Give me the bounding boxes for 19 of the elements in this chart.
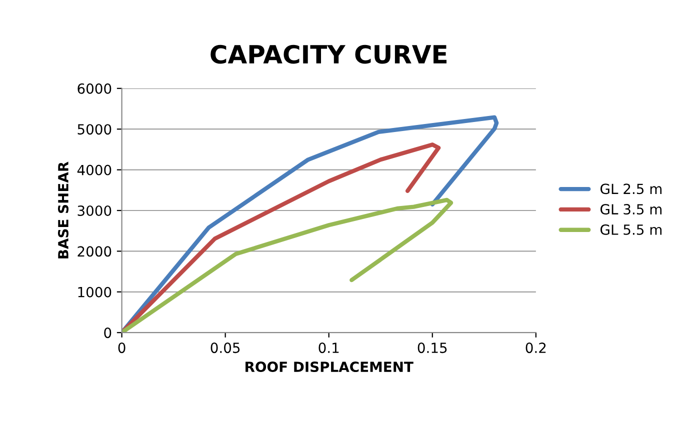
- legend-label: GL 5.5 m: [600, 224, 662, 235]
- y-tick-label: 0: [104, 328, 112, 338]
- x-tick-label: 0.15: [418, 342, 447, 354]
- y-tick-label: 5000: [78, 124, 112, 135]
- legend-label: GL 3.5 m: [600, 204, 662, 215]
- x-axis-title: ROOF DISPLACEMENT: [246, 362, 414, 372]
- y-tick-label: 6000: [78, 83, 112, 94]
- x-tick-label: 0.2: [526, 342, 546, 354]
- chart-title: CAPACITY CURVE: [210, 44, 446, 64]
- x-tick-label: 0.05: [210, 342, 240, 354]
- x-tick-label: 0.1: [318, 342, 339, 354]
- y-axis-title: BASE SHEAR: [58, 162, 68, 258]
- line-series: [122, 198, 454, 333]
- y-tick-label: 3000: [78, 205, 112, 216]
- y-tick-label: 1000: [78, 286, 112, 298]
- legend-label: GL 2.5 m: [600, 184, 662, 194]
- y-tick-label: 4000: [77, 164, 112, 176]
- x-tick-label: 0: [118, 342, 126, 354]
- y-tick-label: 2000: [78, 246, 112, 257]
